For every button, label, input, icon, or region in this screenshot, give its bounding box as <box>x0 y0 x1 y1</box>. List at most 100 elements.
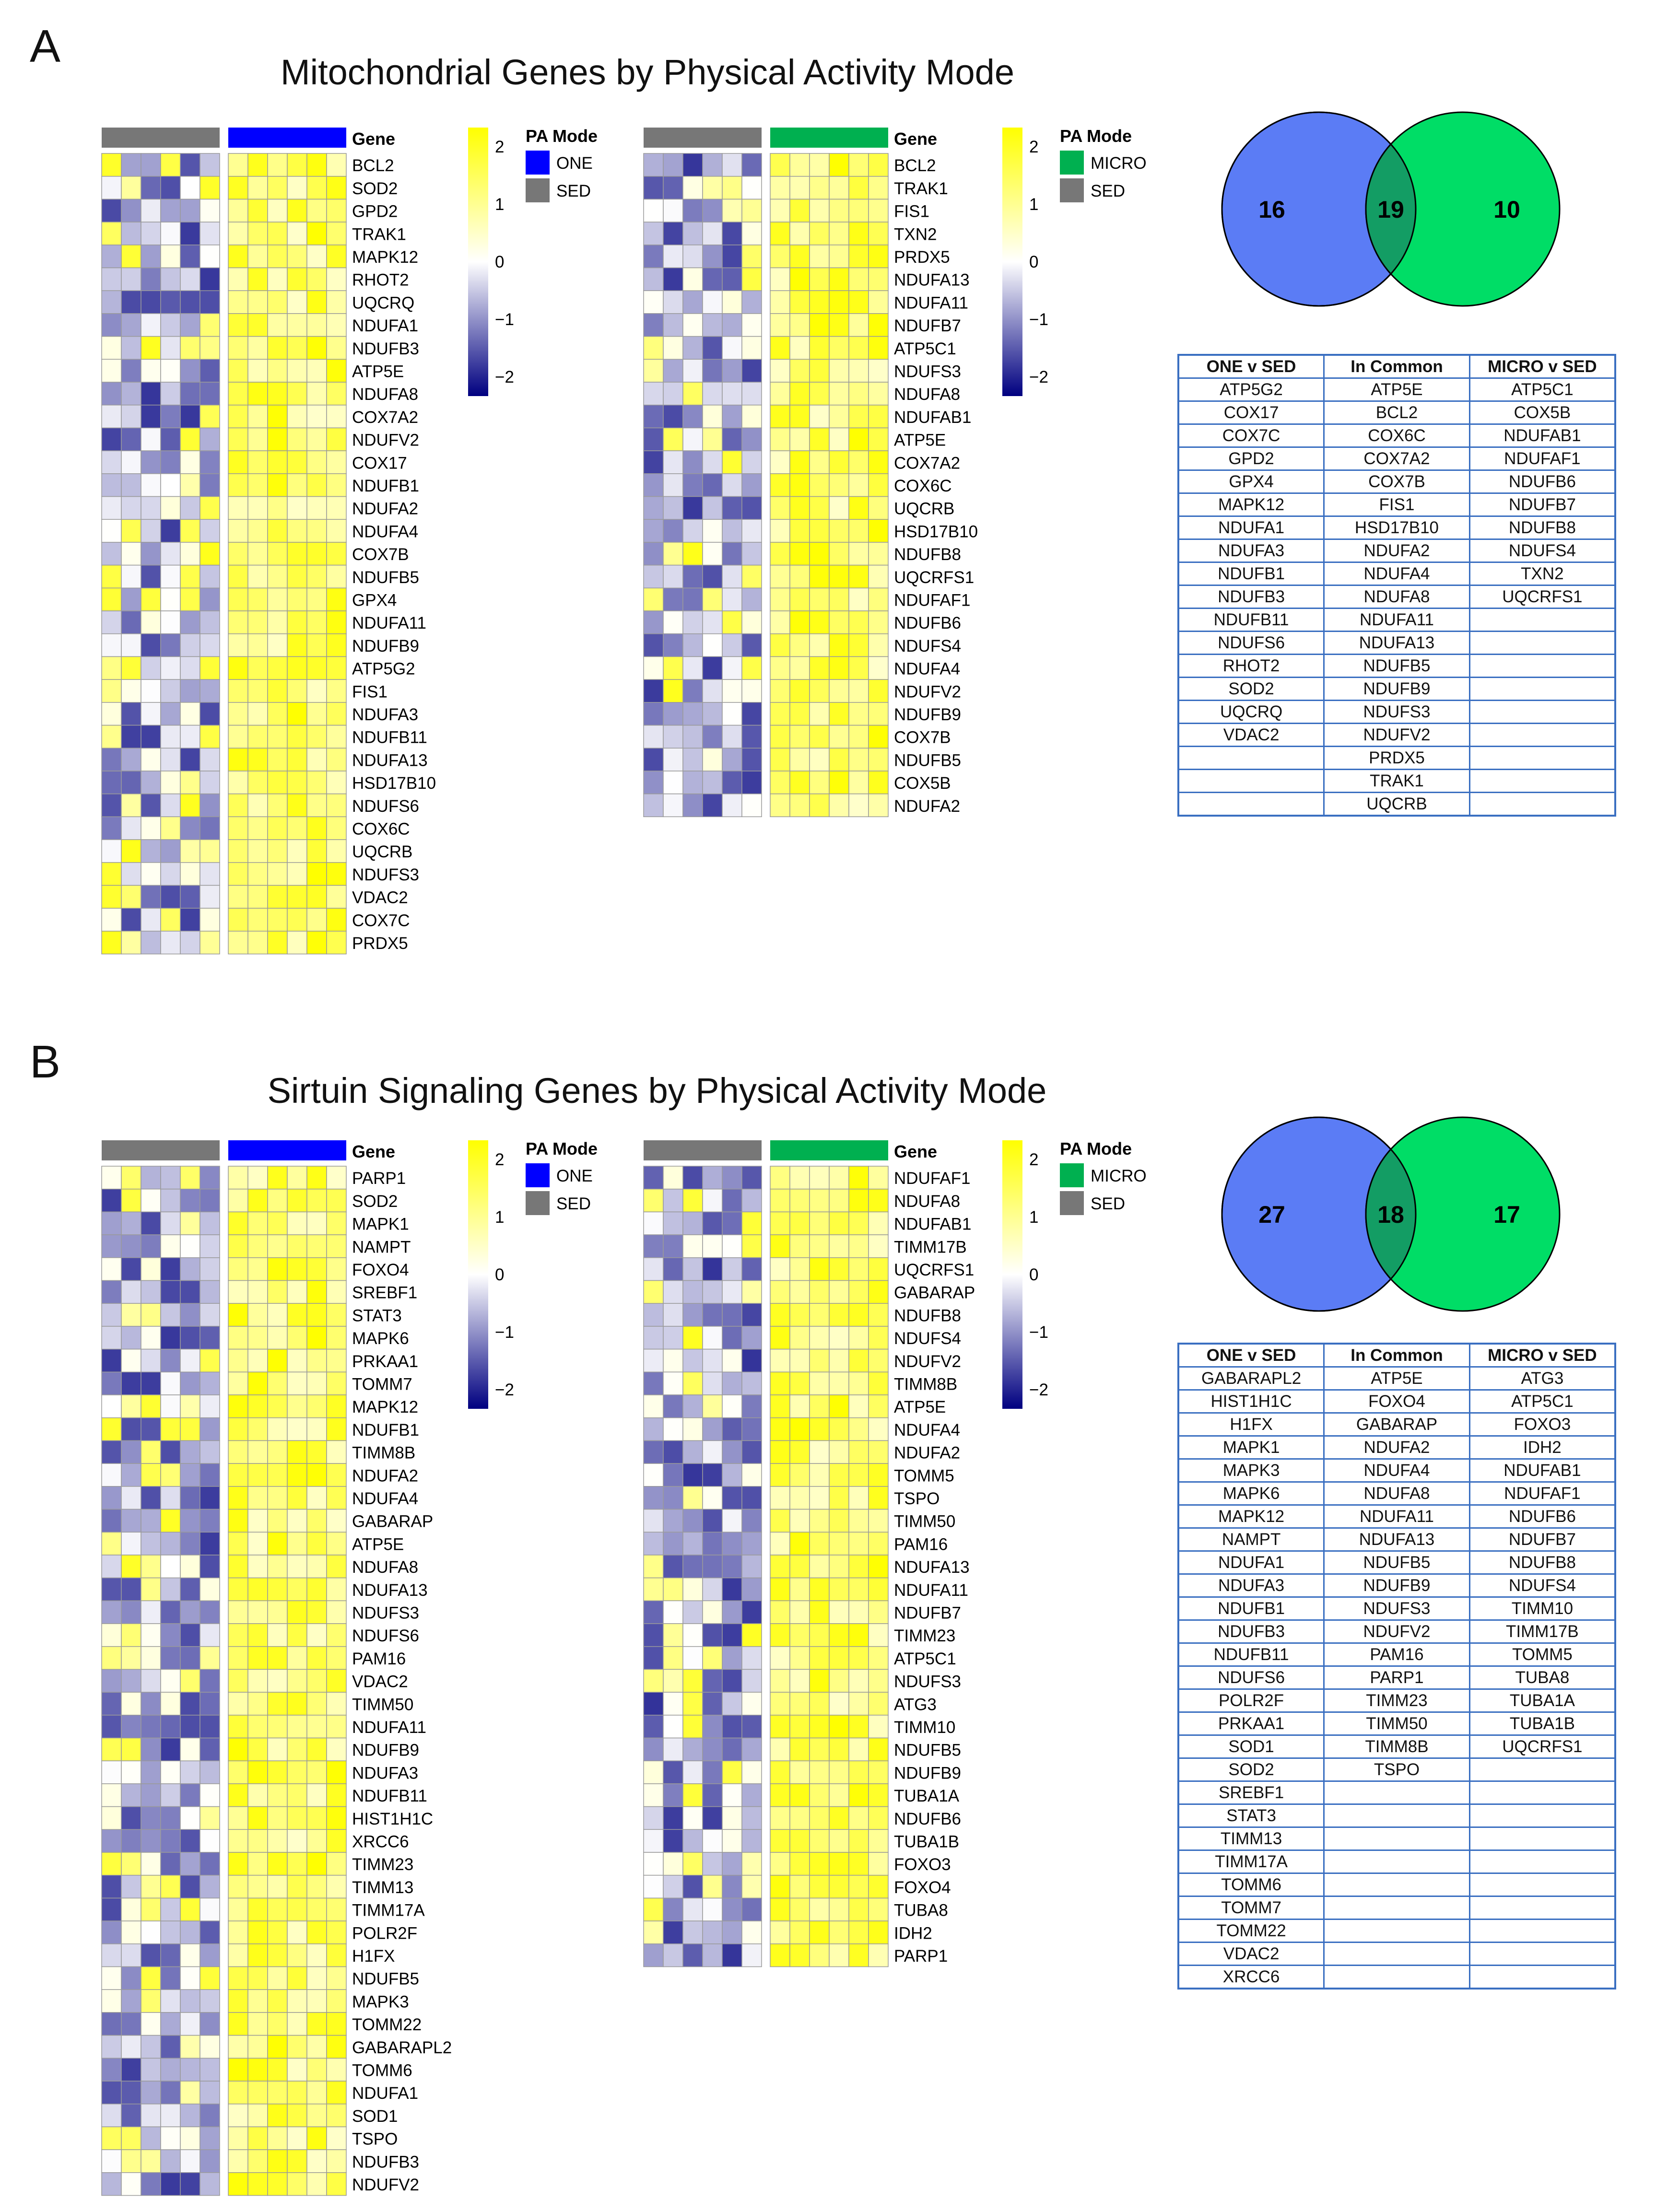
heatmap-cell <box>789 1692 810 1716</box>
heatmap-cell <box>121 267 141 291</box>
heatmap-cell <box>200 816 220 840</box>
heatmap-cell <box>306 2126 327 2150</box>
table-row: TOMM7 <box>1177 1896 1616 1920</box>
heatmap-cell <box>868 1417 889 1441</box>
table-cell <box>1468 746 1616 770</box>
heatmap-cell <box>868 382 889 406</box>
heatmap-cell <box>829 1829 849 1853</box>
heatmap-cell <box>702 1783 723 1807</box>
heatmap-cell <box>848 1852 869 1876</box>
heatmap-cell <box>267 1897 288 1921</box>
heatmap-cell <box>702 1669 723 1693</box>
heatmap-cell <box>228 1417 248 1441</box>
heatmap-cell <box>789 1600 810 1624</box>
table-header: ONE v SED <box>1177 354 1325 379</box>
heatmap-cell <box>180 1623 200 1647</box>
heatmap-cell <box>643 267 664 291</box>
group-bar-active <box>770 128 888 148</box>
heatmap-cell <box>682 1577 703 1602</box>
heatmap-cell <box>741 564 762 589</box>
heatmap-cell <box>829 542 849 566</box>
heatmap-cell <box>789 725 810 749</box>
heatmap-cell <box>180 290 200 314</box>
heatmap-cell <box>741 1669 762 1693</box>
heatmap-cell <box>702 1760 723 1784</box>
gene-label: COX17 <box>352 454 407 472</box>
heatmap-cell <box>663 564 683 589</box>
heatmap-cell <box>101 1280 122 1304</box>
heatmap-cell <box>141 679 161 703</box>
table-row: MAPK12 FIS1 NDUFB7 <box>1177 492 1616 517</box>
table-cell: ATG3 <box>1468 1366 1616 1391</box>
heatmap-cell <box>200 1394 220 1418</box>
heatmap-cell <box>326 725 347 749</box>
heatmap-cell <box>200 1326 220 1350</box>
heatmap-cell <box>306 2149 327 2173</box>
heatmap-cell <box>848 427 869 451</box>
heatmap-cell <box>287 450 307 474</box>
heatmap-cell <box>306 2103 327 2128</box>
gene-label: NDUFB9 <box>894 705 961 724</box>
heatmap-cell <box>702 1577 723 1602</box>
heatmap-cell <box>722 404 742 429</box>
gene-label: ATP5C1 <box>894 339 956 358</box>
heatmap-cell <box>247 473 268 497</box>
heatmap-cell <box>228 1188 248 1213</box>
heatmap-cell <box>682 564 703 589</box>
heatmap-cell <box>228 1897 248 1921</box>
gene-label: NDUFA2 <box>352 500 418 518</box>
heatmap-cell <box>101 793 122 818</box>
venn-a: 16 19 10 <box>1221 111 1561 307</box>
heatmap-cell <box>247 656 268 680</box>
gene-label: NDUFAF1 <box>894 1169 970 1188</box>
heatmap-cell <box>267 1829 288 1853</box>
heatmap-cell <box>180 885 200 909</box>
heatmap-cell <box>247 2081 268 2105</box>
heatmap-cell <box>326 1440 347 1464</box>
heatmap-cell <box>141 2172 161 2196</box>
heatmap-cell <box>702 1715 723 1739</box>
heatmap-cell <box>770 748 790 772</box>
heatmap-cell <box>829 1806 849 1830</box>
gene-label: GABARAP <box>894 1284 975 1302</box>
heatmap-cell <box>287 1486 307 1510</box>
heatmap-cell <box>180 2012 200 2036</box>
heatmap-cell <box>682 793 703 818</box>
heatmap-cell <box>200 725 220 749</box>
heatmap-cell <box>789 1440 810 1464</box>
heatmap-cell <box>789 199 810 222</box>
heatmap-cell <box>121 610 141 634</box>
heatmap-cell <box>848 1715 869 1739</box>
heatmap-cell <box>829 496 849 520</box>
heatmap-cell <box>770 1188 790 1213</box>
table-cell <box>1468 608 1616 632</box>
table-cell: MAPK12 <box>1177 1504 1325 1529</box>
gene-label: UQCRQ <box>352 293 414 312</box>
heatmap-cell <box>247 793 268 818</box>
heatmap-cell <box>829 1760 849 1784</box>
gene-label: TOMM5 <box>894 1466 954 1485</box>
heatmap-cell <box>770 564 790 589</box>
heatmap-cell <box>643 1234 664 1258</box>
heatmap-cell <box>770 153 790 177</box>
heatmap-cell <box>789 1280 810 1304</box>
heatmap-cell <box>101 1257 122 1281</box>
heatmap-cell <box>643 771 664 795</box>
heatmap-cell <box>141 633 161 657</box>
heatmap-cell <box>809 633 830 657</box>
gene-label: NDUFB3 <box>352 2153 419 2171</box>
gene-label: GABARAPL2 <box>352 2038 452 2057</box>
heatmap-cell <box>868 199 889 222</box>
heatmap-cell <box>326 1188 347 1213</box>
heatmap-cell <box>829 1920 849 1944</box>
heatmap-cell <box>643 1760 664 1784</box>
heatmap-cell <box>228 1348 248 1373</box>
heatmap-cell <box>121 1166 141 1190</box>
heatmap-cell <box>287 153 307 177</box>
heatmap-cell <box>722 1669 742 1693</box>
heatmap-cell <box>180 222 200 246</box>
heatmap-cell <box>228 931 248 955</box>
heatmap-cell <box>141 1417 161 1441</box>
heatmap-cell <box>682 1555 703 1579</box>
heatmap-cell <box>643 1897 664 1921</box>
